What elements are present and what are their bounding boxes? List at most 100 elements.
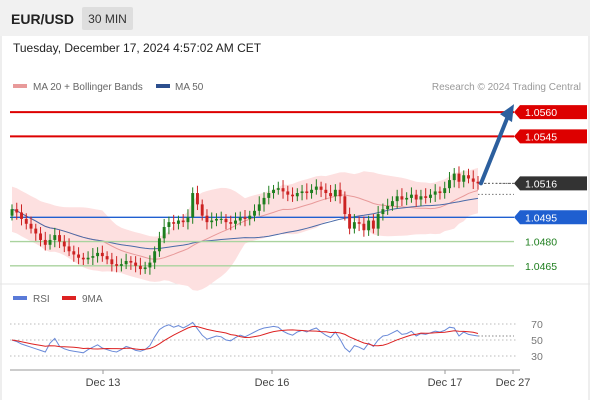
candle-body [20, 212, 23, 219]
level-label-1.0516: 1.0516 [525, 178, 557, 190]
ma50-line [11, 197, 479, 250]
candle-body [428, 194, 432, 198]
candle-body [371, 220, 375, 229]
candle-body [172, 222, 176, 224]
level-tag-1.0545 [514, 129, 587, 144]
rsi-tick-50: 50 [531, 335, 543, 347]
candle-body [386, 205, 390, 210]
candle-body [191, 193, 195, 218]
candle-body [148, 262, 152, 268]
candle-body [291, 194, 295, 197]
candle-body [333, 189, 337, 197]
candle-body [100, 252, 104, 257]
level-label-1.0480: 1.0480 [525, 237, 557, 249]
candle-body [157, 238, 161, 252]
candle-body [310, 189, 314, 194]
candle-body [376, 214, 380, 229]
candle-body [300, 191, 304, 194]
candle-body [414, 194, 418, 200]
candle-body [471, 178, 475, 182]
candle-body [110, 259, 114, 265]
price-levels [10, 111, 514, 267]
ma50-legend-swatch [156, 84, 170, 88]
candle-body [272, 189, 275, 194]
x-tick-label: Dec 13 [86, 377, 121, 389]
source-credit: Research © 2024 Trading Central [432, 82, 581, 93]
candle-body [181, 220, 185, 223]
candle-body [210, 220, 214, 223]
candle-body [381, 209, 385, 215]
bollinger-band-fill [12, 167, 478, 291]
candle-body [53, 235, 57, 240]
candle-body [467, 175, 470, 179]
candle-body [124, 260, 128, 265]
candle-body [348, 214, 352, 229]
candle-body [457, 173, 461, 182]
level-tag-1.0560 [514, 105, 587, 120]
rsi-tick-30: 30 [531, 351, 543, 363]
candle-body [24, 218, 28, 224]
candle-body [462, 175, 466, 182]
candle-body [81, 257, 85, 260]
projection-arrow [479, 104, 514, 186]
ma20-legend-label: MA 20 + Bollinger Bands [33, 82, 143, 93]
candle-body [119, 264, 123, 266]
rsi-legend-label: RSI [33, 294, 50, 305]
projection-arrow-head [500, 104, 514, 123]
candle-body [357, 222, 361, 224]
candle-body [238, 217, 242, 221]
candle-body [257, 204, 261, 211]
candle-body [138, 265, 142, 270]
candle-body [409, 194, 413, 198]
candle-body [448, 180, 451, 189]
candle-body [338, 189, 342, 197]
candle-body [234, 220, 237, 224]
candle-body [39, 233, 42, 240]
candle-body [253, 210, 256, 216]
ma20-legend-swatch [13, 84, 27, 88]
candle-body [286, 191, 290, 195]
candle-body [367, 220, 371, 231]
candle-body [77, 254, 81, 258]
level-label-1.0465: 1.0465 [525, 261, 557, 273]
level-tag-1.0516 [514, 176, 587, 191]
candle-body [295, 193, 299, 197]
candle-body [400, 196, 404, 200]
rsi-ma-legend-label: 9MA [82, 294, 103, 305]
candle-body [362, 223, 366, 231]
level-label-1.0495: 1.0495 [525, 212, 557, 224]
candle-body [167, 222, 171, 228]
candle-body [476, 181, 480, 184]
level-labels: 1.0560 1.0545 1.0516 1.0495 1.0480 1.0465 [514, 105, 587, 273]
candle-body [67, 246, 71, 252]
candle-body [48, 239, 52, 245]
candle-body [43, 239, 47, 245]
candle-body [29, 223, 33, 229]
candle-body [186, 217, 190, 223]
timeframe-badge[interactable] [82, 7, 133, 30]
candle-body [200, 204, 204, 216]
datetime-label: Tuesday, December 17, 2024 4:57:02 AM CE… [13, 41, 262, 55]
candle-body [86, 257, 90, 260]
candle-body [143, 267, 147, 270]
bollinger-bands [12, 167, 478, 291]
candle-body [10, 209, 14, 216]
candle-body [134, 262, 138, 266]
symbol-title: EUR/USD [11, 11, 74, 27]
rsi-ma-line [11, 325, 479, 351]
candle-body [276, 188, 280, 190]
x-tick-label: Dec 17 [428, 377, 463, 389]
candle-body [15, 209, 19, 213]
projection-arrow-shaft [479, 114, 510, 186]
candle-body [72, 251, 76, 255]
candle-body [153, 251, 157, 263]
level-label-1.0545: 1.0545 [525, 131, 557, 143]
candle-body [248, 215, 252, 219]
candle-body [58, 235, 62, 242]
candle-body [433, 191, 437, 195]
x-tick-label: Dec 27 [496, 377, 531, 389]
candle-body [443, 188, 447, 194]
candle-body [281, 188, 285, 192]
x-axis: Dec 13 Dec 16 Dec 17 Dec 27 [86, 370, 531, 389]
